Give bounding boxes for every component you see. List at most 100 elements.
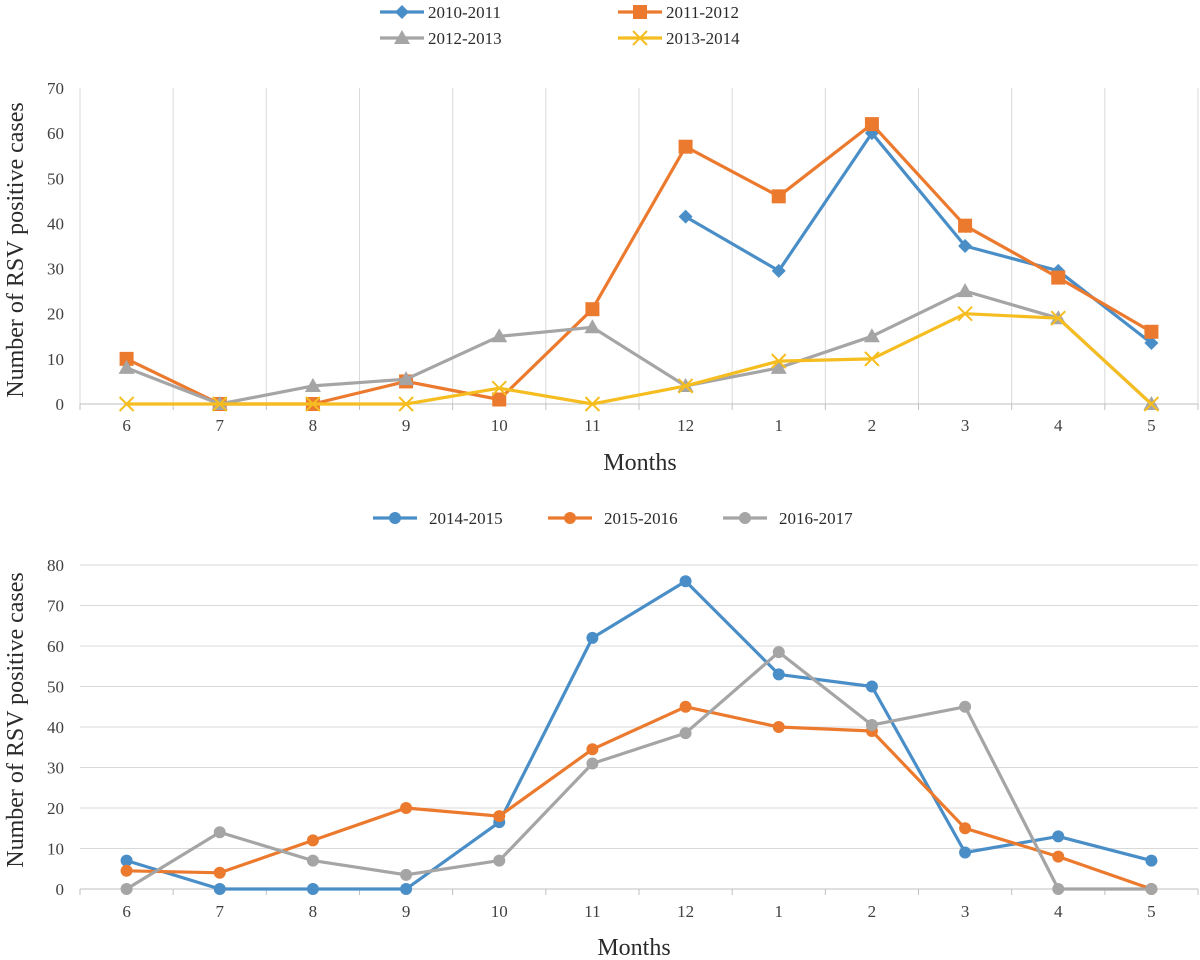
data-point (119, 351, 134, 366)
y-tick-label: 30 (47, 759, 64, 778)
y-tick-label: 80 (47, 556, 64, 575)
data-point (1051, 270, 1066, 285)
data-point (584, 396, 601, 412)
data-point (1052, 883, 1065, 895)
x-tick-label: 4 (1054, 416, 1063, 435)
x-tick-label: 5 (1147, 416, 1156, 435)
data-point (864, 351, 880, 367)
series-2014-2015 (120, 575, 1158, 895)
data-point (1145, 854, 1158, 867)
data-point (491, 328, 508, 343)
x-tick-label: 1 (775, 416, 784, 435)
series-layer (118, 117, 1160, 412)
data-point (586, 631, 599, 644)
series-line (126, 579, 1152, 891)
data-point (586, 743, 599, 756)
x-tick-label: 6 (122, 902, 131, 921)
x-axis-title: Months (597, 935, 670, 960)
data-point (865, 718, 878, 731)
y-ticks: 0 10 20 30 40 50 60 70 80 (47, 556, 64, 899)
data-point (679, 727, 692, 740)
x-ticks: 6 7 8 9 10 11 12 1 2 3 4 5 (122, 416, 1155, 435)
data-point (400, 883, 413, 895)
legend-marker (739, 512, 751, 524)
y-tick-label: 20 (47, 799, 64, 818)
legend-label: 2013-2014 (666, 29, 740, 48)
data-point (863, 328, 880, 343)
legend-entry: 2014-2015 (373, 509, 503, 528)
y-tick-label: 0 (56, 880, 65, 899)
data-point (398, 396, 414, 412)
data-point (770, 359, 787, 374)
series-2016-2017 (120, 646, 1158, 895)
y-tick-label: 40 (47, 718, 64, 737)
gridlines (79, 564, 1199, 895)
data-point (1052, 830, 1065, 843)
y-tick-label: 30 (47, 260, 64, 279)
data-point (118, 396, 135, 412)
series-layer (120, 575, 1158, 895)
data-point (120, 854, 133, 867)
y-axis-title: Number of RSV positive cases (3, 572, 29, 868)
data-point (1052, 850, 1065, 863)
data-point (400, 802, 413, 814)
data-point (1145, 883, 1158, 895)
x-axis-title: Months (603, 450, 676, 476)
x-tick-label: 7 (216, 902, 225, 921)
legend-entry: 2015-2016 (548, 509, 678, 528)
y-tick-label: 70 (47, 597, 64, 616)
data-point (959, 700, 972, 713)
x-tick-label: 10 (491, 416, 508, 435)
legend-label: 2015-2016 (604, 509, 678, 528)
data-point (306, 854, 319, 867)
y-tick-label: 20 (47, 305, 64, 324)
data-point (120, 883, 133, 895)
x-tick-label: 1 (775, 902, 784, 921)
x-tick-label: 9 (402, 902, 411, 921)
data-point (864, 117, 879, 132)
x-tick-label: 4 (1054, 902, 1063, 921)
legend-label: 2016-2017 (779, 509, 853, 528)
data-point (400, 868, 413, 881)
data-point (679, 700, 692, 713)
data-point (957, 283, 974, 298)
series-line (684, 131, 1153, 345)
legend-label: 2010-2011 (428, 3, 501, 22)
legend-marker (395, 5, 409, 19)
legend-marker (564, 512, 576, 524)
x-tick-label: 11 (584, 416, 600, 435)
legend-entry: 2010-2011 (380, 3, 501, 22)
data-point (493, 810, 506, 823)
data-point (1143, 396, 1160, 412)
y-tick-label: 10 (47, 840, 64, 859)
data-point (1144, 324, 1159, 339)
legend-entry: 2013-2014 (618, 29, 740, 48)
x-tick-label: 11 (584, 902, 600, 921)
legend-marker (389, 512, 401, 524)
gridlines (79, 88, 1199, 410)
series-line (126, 289, 1153, 406)
x-tick-label: 12 (677, 416, 694, 435)
series-2015-2016 (120, 700, 1158, 895)
legend-marker (394, 30, 410, 44)
data-point (771, 263, 786, 278)
data-point (304, 377, 321, 392)
y-axis-title: Number of RSV positive cases (3, 102, 29, 398)
data-point (678, 209, 693, 224)
x-tick-label: 12 (677, 902, 694, 921)
data-point (118, 359, 135, 374)
legend-marker (633, 5, 647, 19)
data-point (493, 854, 506, 867)
data-point (585, 302, 600, 317)
x-tick-label: 2 (868, 416, 877, 435)
x-tick-label: 9 (402, 416, 411, 435)
data-point (306, 834, 319, 847)
x-tick-label: 3 (961, 902, 970, 921)
chart-bottom: 2014-2015 2015-2016 2016-2017 0 10 20 30 40 50 6… (3, 509, 1199, 960)
data-point (958, 218, 973, 233)
y-tick-label: 40 (47, 214, 64, 233)
data-point (772, 646, 785, 659)
legend-marker (632, 30, 648, 46)
data-point (491, 380, 507, 396)
